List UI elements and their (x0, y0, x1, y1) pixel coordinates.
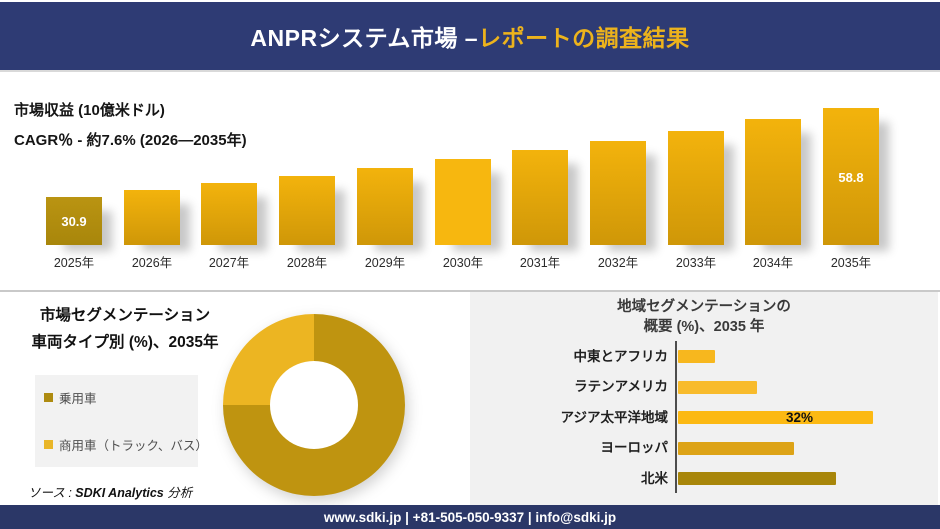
region-label-ラテンアメリカ: ラテンアメリカ (574, 379, 668, 394)
revenue-bar-2033年 (668, 131, 724, 245)
region-bar-アジア太平洋地域: 32% (678, 410, 873, 425)
donut-hole (270, 361, 358, 449)
revenue-xaxis-label-2025年: 2025年 (53, 256, 95, 270)
revenue-value-label-2025年: 30.9 (61, 214, 87, 229)
region-bar-北米 (678, 472, 836, 485)
revenue-bar-2028年 (279, 176, 335, 245)
legend-item-2: 商用車（トラック、バス） (44, 437, 208, 453)
source-suffix: 分析 (163, 486, 193, 500)
revenue-bar-2031年 (512, 150, 568, 245)
revenue-bar-2026年 (124, 190, 180, 245)
region-label-中東とアフリカ: 中東とアフリカ (573, 348, 669, 364)
source-brand: SDKI Analytics (75, 486, 164, 500)
report-title-main: ANPRシステム市場 – (250, 25, 479, 51)
region-axis-line (675, 341, 677, 493)
region-value-label-アジア太平洋地域: 32% (786, 410, 814, 425)
vehicle-segmentation-title: 市場セグメンテーション 車両タイプ別 (%)、2035年 (10, 302, 240, 356)
revenue-bar-2030年 (435, 159, 491, 245)
region-bar-chart: 中東とアフリカ ラテンアメリカアジア太平洋地域 32% ヨーロッパ北米 (470, 292, 938, 505)
report-title-accent: レポートの調査結果 (478, 25, 690, 51)
region-title: 地域セグメンテーションの 概要 (%)、2035 年 (470, 297, 938, 337)
vehicle-legend: 乗用車商用車（トラック、バス） (35, 375, 208, 467)
report-header: ANPRシステム市場 – レポートの調査結果 (0, 2, 940, 72)
region-label-アジア太平洋地域: アジア太平洋地域 (560, 409, 668, 425)
region-title-line2: 概要 (%)、2035 年 (643, 319, 765, 335)
footer-bar: www.sdki.jp | +81-505-050-9337 | info@sd… (0, 505, 940, 529)
revenue-bar-2027年 (201, 183, 257, 245)
region-bar-ラテンアメリカ (678, 380, 757, 394)
source-prefix: ソース : (28, 486, 76, 500)
region-title-line1: 地域セグメンテーションの (617, 299, 791, 315)
revenue-cagr-label: CAGR％ - 約7.6% (2026―2035年) (14, 132, 247, 149)
region-overview-panel: 地域セグメンテーションの 概要 (%)、2035 年 中東とアフリカ ラテンアメリ… (470, 292, 938, 505)
source-note: ソース : SDKI Analytics 分析 (28, 482, 192, 501)
revenue-bar-2032年 (590, 141, 646, 245)
region-bar-中東とアフリカ (678, 350, 715, 363)
revenue-xaxis-label-2029年: 2029年 (364, 256, 406, 270)
revenue-xaxis-label-2028年: 2028年 (286, 256, 328, 270)
vehicle-segmentation-panel: 市場セグメンテーション 車両タイプ別 (%)、2035年 乗用車商用車（トラック… (0, 292, 469, 505)
vehicle-segmentation-title-line1: 市場セグメンテーション (39, 307, 211, 324)
legend-item-1: 乗用車 (44, 390, 97, 406)
vehicle-type-donut-chart (223, 314, 405, 496)
revenue-bar-2025年: 30.9 (46, 197, 102, 245)
section-divider (0, 290, 940, 292)
legend-swatch-icon (44, 439, 53, 449)
revenue-bar-2029年 (357, 168, 413, 245)
region-label-北米: 北米 (641, 470, 668, 486)
region-bar-ヨーロッパ (678, 441, 794, 455)
revenue-bar-2034年 (745, 119, 801, 245)
revenue-bar-2035年: 58.8 (823, 108, 879, 245)
revenue-xaxis-label-2033年: 2033年 (675, 256, 717, 270)
revenue-xaxis-label-2035年: 2035年 (830, 256, 872, 270)
revenue-xaxis-label-2030年: 2030年 (442, 256, 484, 270)
revenue-bar-chart: 30.9 2025年 2026年 2027年 2028年 2029年 2030年 2031年 2… (46, 108, 879, 270)
region-label-ヨーロッパ: ヨーロッパ (600, 440, 669, 455)
legend-swatch-icon (44, 392, 53, 402)
vehicle-segmentation-title-line2: 車両タイプ別 (%)、2035年 (31, 334, 219, 351)
revenue-xaxis-label-2031年: 2031年 (519, 256, 561, 270)
revenue-xaxis-label-2027年: 2027年 (208, 256, 250, 270)
revenue-xaxis-label-2032年: 2032年 (597, 256, 639, 270)
footer-contact: www.sdki.jp | +81-505-050-9337 | info@sd… (323, 509, 617, 525)
revenue-metric-label: 市場収益 (10億米ドル) (14, 102, 165, 119)
revenue-value-label-2035年: 58.8 (838, 170, 864, 185)
revenue-xaxis-label-2034年: 2034年 (752, 256, 794, 270)
legend-label: 商用車（トラック、バス） (59, 438, 208, 453)
revenue-xaxis-label-2026年: 2026年 (131, 256, 173, 270)
legend-label: 乗用車 (59, 391, 97, 406)
